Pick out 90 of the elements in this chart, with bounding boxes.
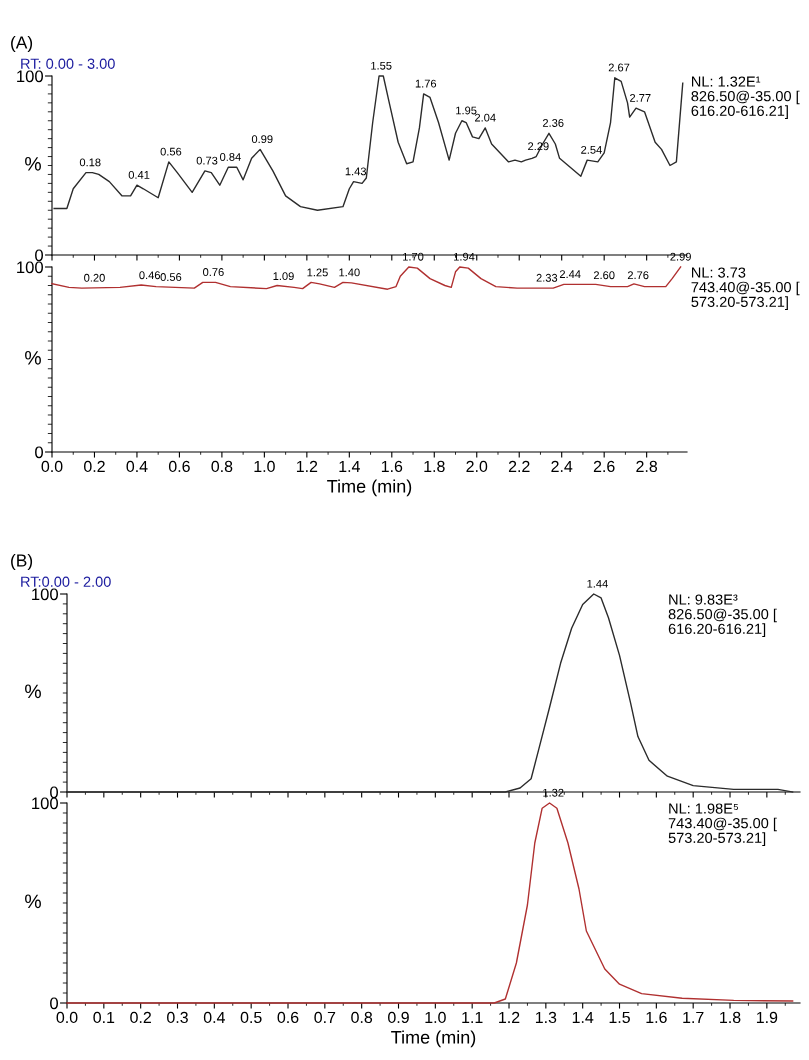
chart-subtitle: RT: 0.00 - 3.00 bbox=[21, 58, 115, 69]
annotation: 0.99 bbox=[251, 135, 273, 144]
annotation: 1.40 bbox=[339, 268, 360, 277]
x-tick-label: 0.5 bbox=[240, 1011, 262, 1024]
annotation: 2.44 bbox=[559, 270, 581, 278]
x-tick-label: 0.1 bbox=[93, 1011, 115, 1024]
annotation: 1.76 bbox=[415, 79, 437, 88]
annotation: NL: 9.83E³ 826.50@-35.00 [ 616.20-616.21] bbox=[668, 594, 777, 637]
annotation: 1.09 bbox=[273, 272, 294, 281]
x-tick-label: 0.3 bbox=[167, 1011, 188, 1024]
x-tick-label: 1.9 bbox=[756, 1011, 778, 1024]
annotation: 1.70 bbox=[403, 252, 424, 261]
annotation: 1.44 bbox=[587, 579, 608, 588]
y-tick-label: 100 bbox=[17, 70, 44, 83]
y-axis-title: % bbox=[25, 157, 41, 171]
chart-title: (B) bbox=[11, 553, 33, 571]
annotation: 1.25 bbox=[307, 268, 328, 277]
x-tick-label: 1.1 bbox=[462, 1011, 483, 1023]
text: NL: 1.32E¹ 826.50@-35.00 [ 616.20-616.21] bbox=[691, 76, 800, 119]
annotation: 0.73 bbox=[196, 156, 218, 165]
x-tick-label: 1.0 bbox=[425, 1011, 446, 1024]
x-tick-label: 0.2 bbox=[130, 1011, 151, 1024]
x-axis-title: Time (min) bbox=[327, 479, 412, 497]
x-tick-label: 2.0 bbox=[466, 460, 488, 473]
x-tick-label: 1.6 bbox=[646, 1011, 667, 1024]
annotation: 0.84 bbox=[220, 153, 241, 161]
y-tick-label: 0 bbox=[35, 249, 44, 262]
x-tick-label: 0.0 bbox=[56, 1011, 78, 1024]
annotation: 2.77 bbox=[630, 93, 651, 102]
y-tick-label: 100 bbox=[32, 588, 59, 601]
annotation: 2.99 bbox=[670, 252, 691, 261]
x-tick-label: 0.8 bbox=[211, 460, 233, 473]
y-axis-title: % bbox=[25, 684, 41, 699]
chart-title: (A) bbox=[11, 35, 33, 53]
x-tick-label: 1.5 bbox=[609, 1011, 630, 1024]
x-tick-label: 0.4 bbox=[126, 460, 148, 473]
annotation: 2.76 bbox=[627, 271, 649, 280]
annotation: 1.94 bbox=[454, 252, 475, 261]
text: NL: 3.73 743.40@-35.00 [ 573.20-573.21] bbox=[691, 267, 800, 310]
annotation: 0.76 bbox=[203, 268, 224, 276]
annotation: 0.56 bbox=[160, 147, 182, 156]
x-tick-label: 0.6 bbox=[168, 460, 190, 473]
x-tick-label: 2.8 bbox=[636, 460, 658, 473]
x-tick-label: 2.4 bbox=[551, 460, 573, 472]
x-tick-label: 0.4 bbox=[203, 1011, 225, 1024]
x-tick-label: 2.2 bbox=[508, 460, 530, 472]
line-series bbox=[66, 802, 794, 1004]
line-series bbox=[53, 75, 684, 211]
y-axis-title: % bbox=[25, 351, 41, 365]
y-tick-label: 0 bbox=[50, 997, 59, 1010]
x-tick-label: 1.4 bbox=[339, 460, 360, 472]
x-tick-label: 1.2 bbox=[499, 1011, 520, 1023]
x-tick-label: 1.8 bbox=[720, 1011, 741, 1024]
x-tick-label: 2.6 bbox=[593, 460, 615, 473]
line-series bbox=[51, 266, 682, 290]
y-tick-label: 0 bbox=[35, 446, 44, 459]
y-tick-label: 100 bbox=[17, 261, 44, 274]
annotation: 2.36 bbox=[542, 119, 564, 127]
annotation: 2.04 bbox=[474, 113, 496, 122]
x-tick-label: 1.3 bbox=[535, 1011, 557, 1024]
y-tick-label: 100 bbox=[32, 797, 59, 810]
annotation: 2.54 bbox=[581, 145, 602, 154]
x-tick-label: 0.7 bbox=[314, 1011, 336, 1024]
chart-subtitle: RT:0.00 - 2.00 bbox=[21, 576, 111, 587]
y-axis-title: % bbox=[25, 894, 41, 909]
x-tick-label: 0.0 bbox=[41, 460, 63, 473]
annotation: 2.60 bbox=[593, 271, 615, 280]
x-tick-label: 1.6 bbox=[381, 460, 403, 473]
x-tick-label: 0.2 bbox=[84, 460, 105, 473]
annotation: 1.55 bbox=[371, 61, 392, 70]
x-tick-label: 1.7 bbox=[683, 1011, 704, 1023]
x-axis-title: Time (min) bbox=[391, 1030, 476, 1048]
x-tick-label: 1.0 bbox=[254, 460, 275, 473]
annotation: 0.41 bbox=[128, 170, 150, 179]
annotation: NL: 1.98E⁵ 743.40@-35.00 [ 573.20-573.21] bbox=[668, 803, 777, 846]
annotation: 0.20 bbox=[84, 273, 105, 282]
x-tick-label: 0.9 bbox=[388, 1011, 409, 1024]
x-tick-label: 1.4 bbox=[572, 1011, 594, 1023]
x-tick-label: 0.6 bbox=[277, 1011, 299, 1024]
annotation: 1.95 bbox=[456, 106, 477, 115]
annotation: 0.56 bbox=[160, 273, 182, 281]
annotation: 2.33 bbox=[536, 273, 558, 282]
x-tick-label: 1.2 bbox=[296, 460, 318, 472]
x-tick-label: 1.8 bbox=[424, 460, 445, 473]
annotation: 2.67 bbox=[608, 63, 630, 72]
annotation: 0.18 bbox=[79, 158, 101, 167]
x-tick-label: 0.8 bbox=[351, 1011, 373, 1024]
annotation: 1.43 bbox=[345, 167, 367, 176]
annotation: 0.46 bbox=[139, 271, 161, 280]
y-tick-label: 0 bbox=[50, 786, 59, 799]
